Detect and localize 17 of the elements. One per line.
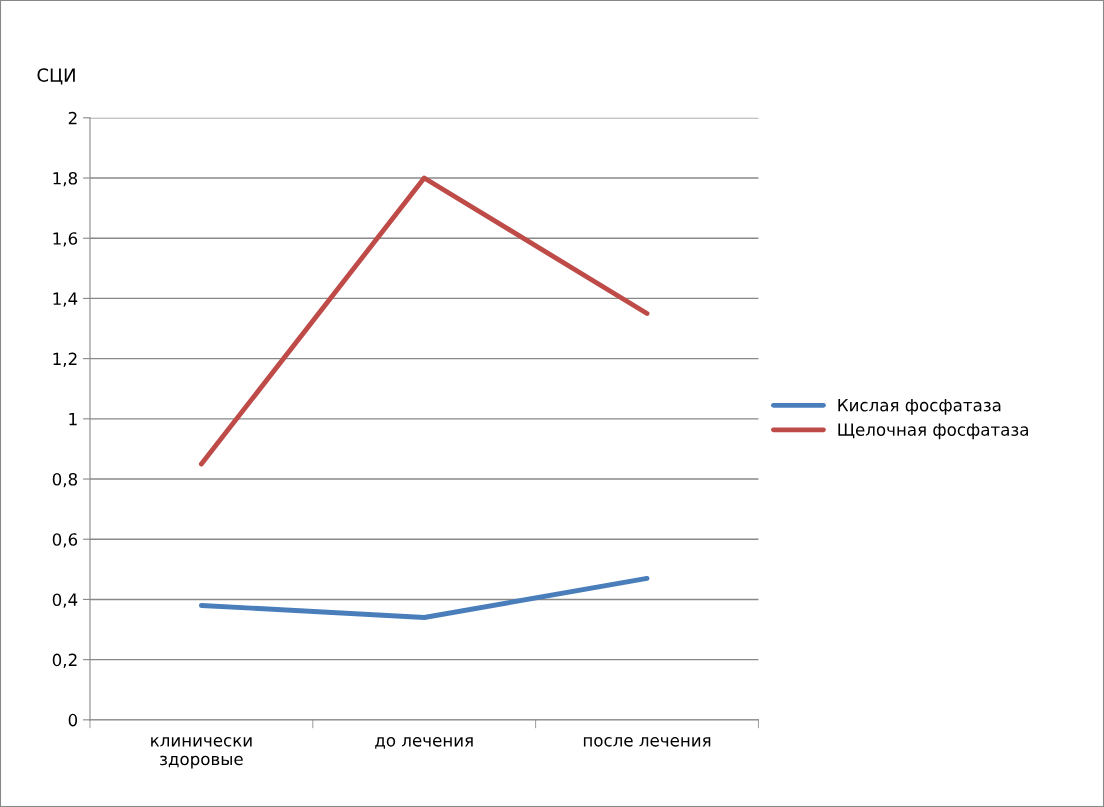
x-tick-label: после лечения — [583, 737, 711, 747]
y-tick-label: 0,8 — [52, 473, 78, 488]
y-axis-title: СЦИ — [37, 68, 75, 85]
y-tick-label: 0,4 — [52, 593, 78, 608]
y-tick-label: 1,6 — [53, 232, 78, 247]
y-tick-label: 1 — [69, 413, 77, 426]
y-tick-label: 0,6 — [52, 533, 78, 548]
y-tick-label: 1,4 — [53, 292, 78, 307]
legend-label: Щелочная фосфатаза — [838, 423, 1028, 440]
y-tick-label: 1,8 — [53, 171, 78, 187]
legend-label: Кислая фосфатаза — [838, 399, 1001, 415]
y-tick-label: 1,2 — [53, 352, 77, 367]
y-tick-label: 0,2 — [52, 653, 77, 668]
x-tick-label: клинически здоровые — [151, 737, 252, 769]
y-tick-label: 2 — [68, 111, 77, 125]
y-tick-label: 0 — [68, 713, 78, 727]
x-tick-label: до лечения — [375, 737, 473, 749]
